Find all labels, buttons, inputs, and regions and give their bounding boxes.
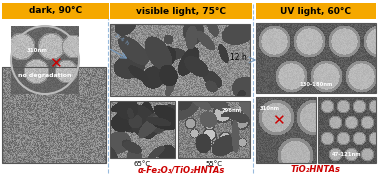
Text: dark, 90°C: dark, 90°C [29, 7, 82, 15]
Text: visible light, 75°C: visible light, 75°C [136, 7, 226, 15]
Text: 310nm: 310nm [26, 48, 47, 53]
Text: ✕: ✕ [272, 114, 284, 129]
FancyBboxPatch shape [2, 3, 109, 19]
Text: 2-4 h: 2-4 h [114, 33, 130, 46]
Text: α-Fe₂O₃/TiO₂HNTAs: α-Fe₂O₃/TiO₂HNTAs [137, 166, 225, 174]
Text: TiO₂HNTAs: TiO₂HNTAs [291, 166, 341, 174]
Text: 296nm: 296nm [222, 109, 242, 114]
Text: 55°C: 55°C [206, 161, 223, 167]
Text: 47-121nm: 47-121nm [332, 153, 362, 158]
FancyBboxPatch shape [256, 3, 376, 19]
Text: 12 h: 12 h [229, 54, 246, 62]
Text: no degradation: no degradation [18, 74, 72, 78]
Text: ✕: ✕ [49, 56, 61, 72]
FancyBboxPatch shape [110, 3, 252, 19]
Text: UV light, 60°C: UV light, 60°C [280, 7, 352, 15]
Text: 65°C: 65°C [134, 161, 151, 167]
Text: 310nm: 310nm [260, 106, 280, 111]
Text: 130-180nm: 130-180nm [299, 82, 333, 88]
